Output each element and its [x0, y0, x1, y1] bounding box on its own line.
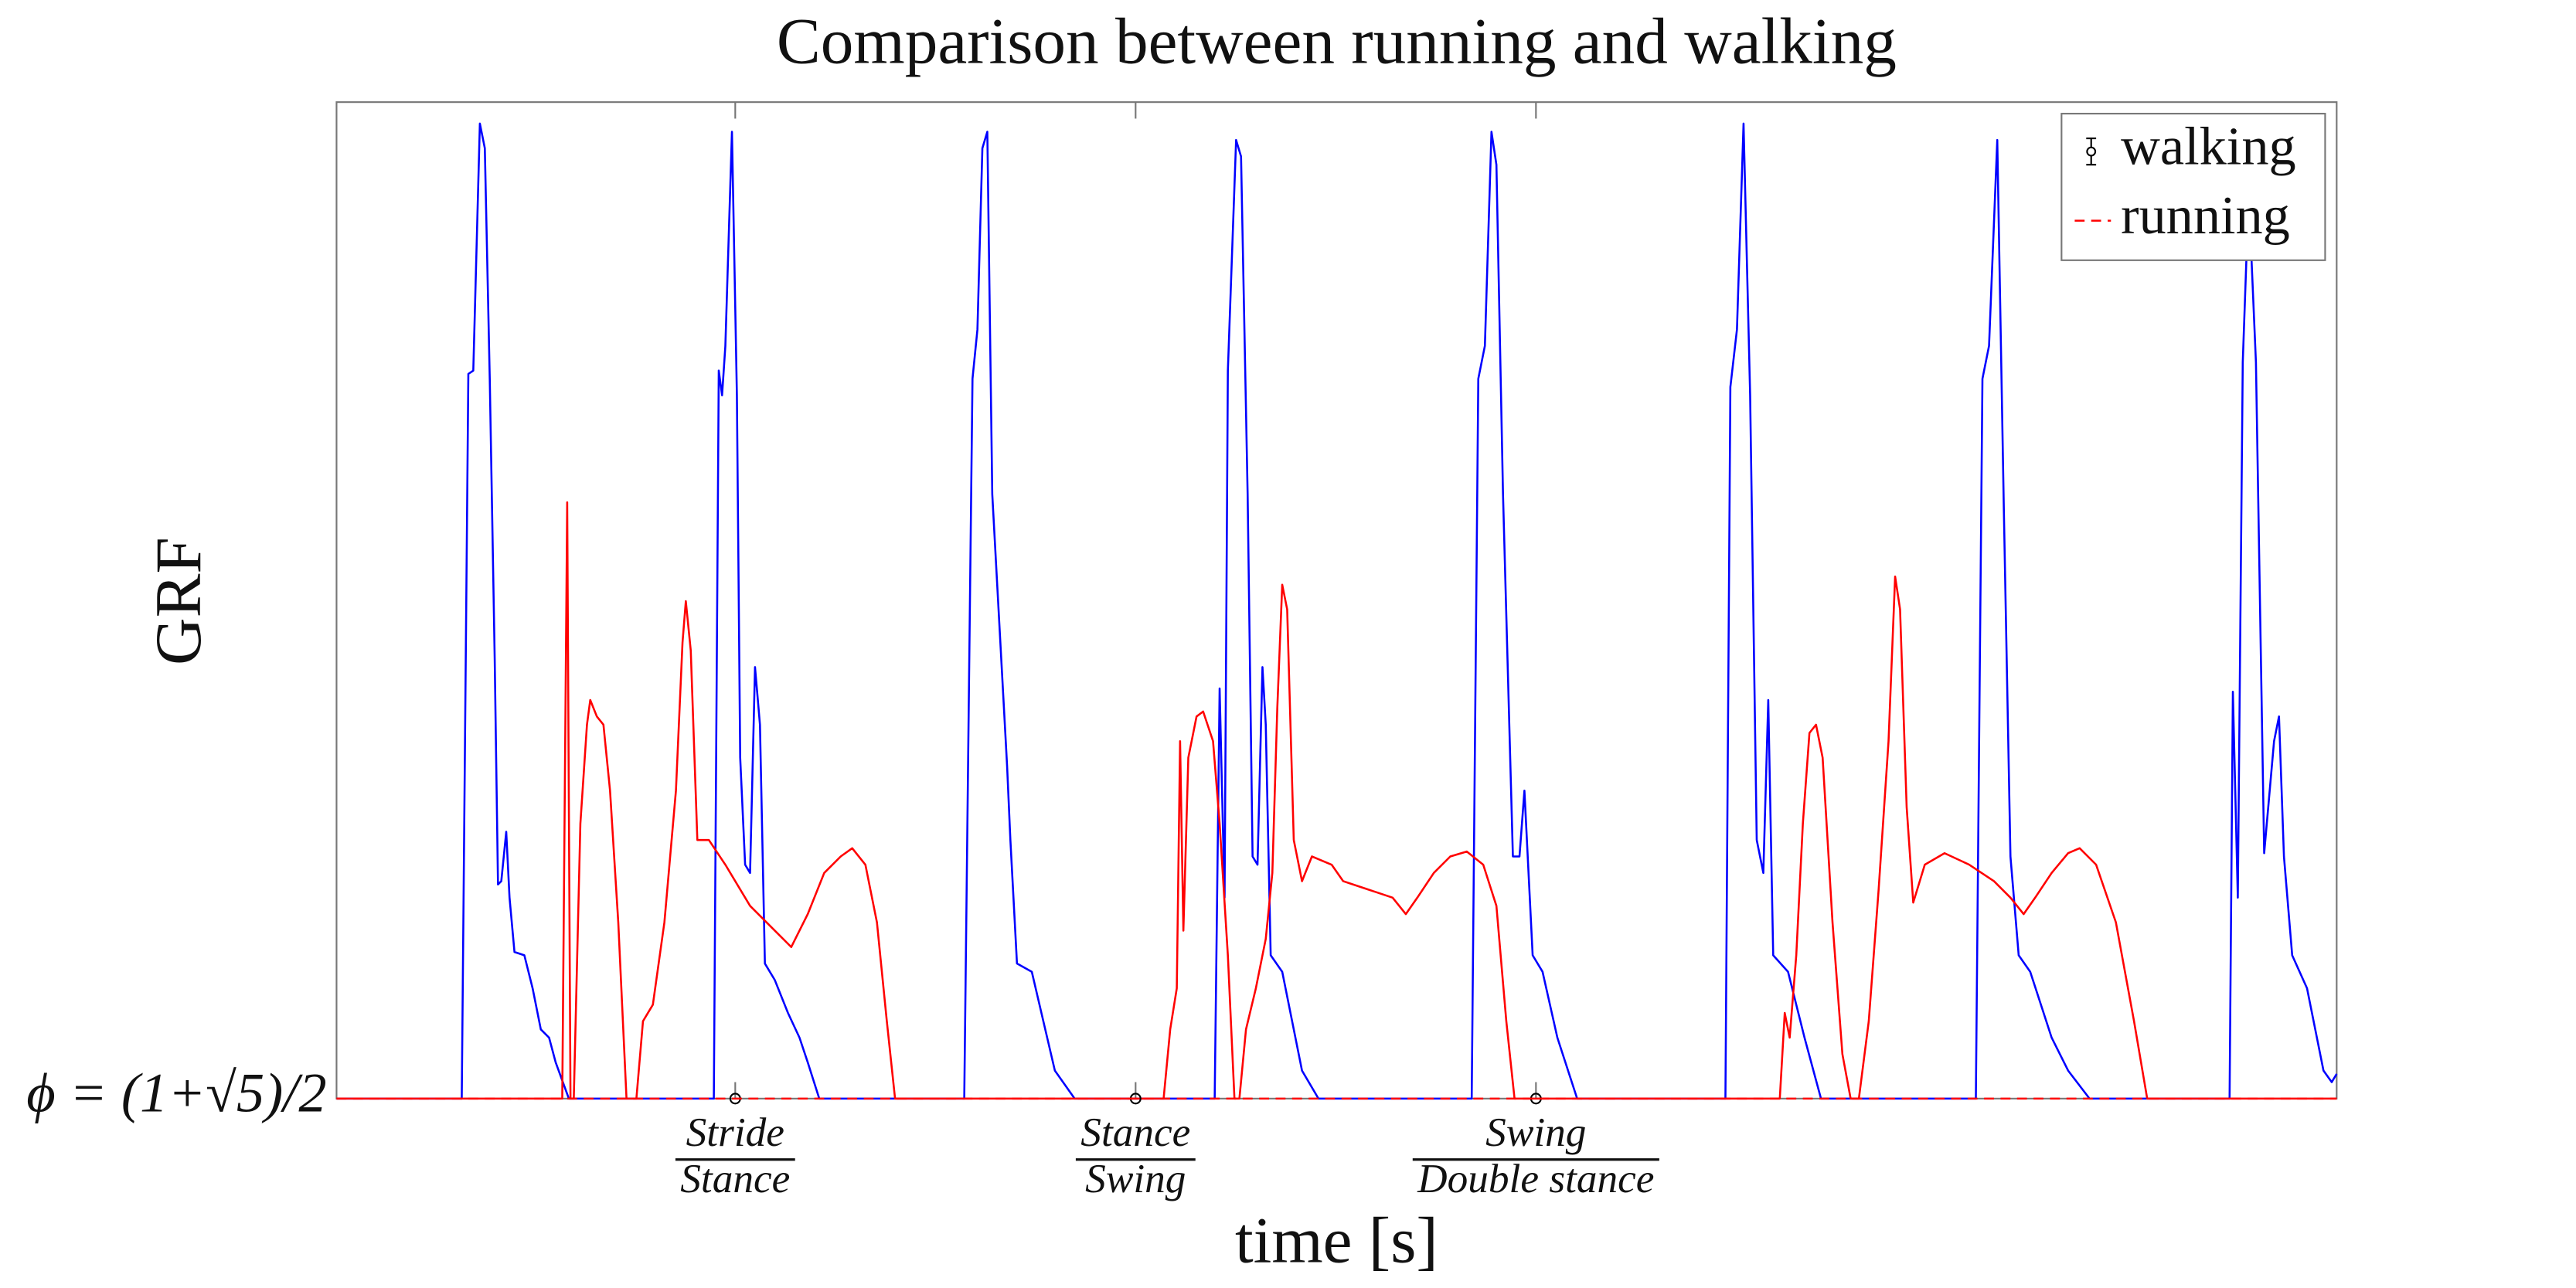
- x-tick-numerator: Stride: [686, 1110, 784, 1155]
- x-tick-numerator: Swing: [1485, 1110, 1586, 1155]
- x-axis-label: time [s]: [1235, 1204, 1438, 1276]
- x-tick-denominator: Stance: [680, 1156, 790, 1201]
- x-tick-numerator: Stance: [1080, 1110, 1190, 1155]
- legend-label: running: [2121, 185, 2290, 246]
- x-tick-denominator: Swing: [1085, 1156, 1186, 1201]
- data-line: [336, 122, 2338, 1100]
- legend-label: walking: [2121, 116, 2296, 176]
- chart-title: Comparison between running and walking: [777, 5, 1897, 77]
- legend-box: [2060, 113, 2326, 261]
- y-axis-label: GRF: [142, 537, 215, 665]
- legend-glyph: [2086, 146, 2097, 157]
- legend: walking running: [2060, 113, 2326, 261]
- y-tick-label: ϕ = (1+√5)/2: [26, 1061, 326, 1123]
- data-line: [336, 501, 2337, 1100]
- x-tick-denominator: Double stance: [1417, 1156, 1654, 1201]
